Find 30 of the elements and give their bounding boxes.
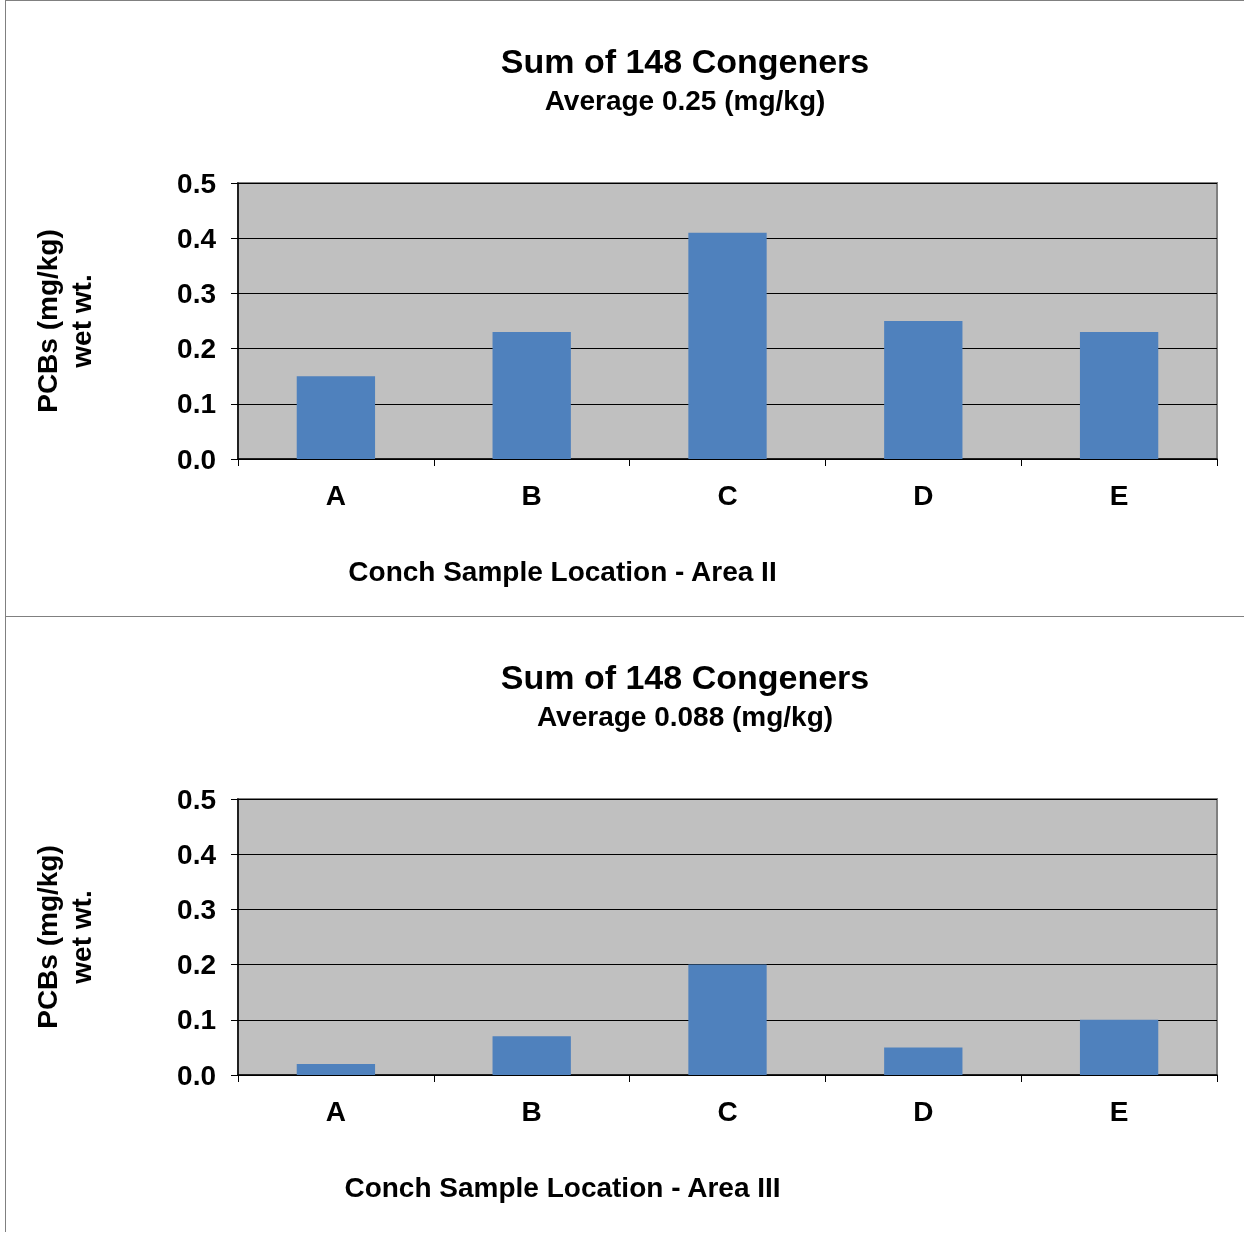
- chart-title: Sum of 148 Congeners: [500, 42, 870, 80]
- y-tick-label: 0.1: [177, 388, 216, 420]
- y-tick-label: 0.4: [177, 222, 217, 254]
- x-tick-label: E: [1109, 479, 1129, 511]
- x-tick-label: C: [717, 1095, 738, 1127]
- y-tick-label: 0.0: [177, 443, 216, 475]
- x-tick-label: E: [1109, 1095, 1129, 1127]
- y-tick-label: 0.1: [177, 1004, 216, 1036]
- x-tick-label: A: [325, 1095, 347, 1127]
- y-tick-label: 0.3: [177, 277, 216, 309]
- y-tick-label: 0.0: [177, 1059, 216, 1091]
- y-axis-title: PCBs (mg/kg) wet wt.: [31, 845, 97, 1029]
- x-tick-label: A: [325, 479, 347, 511]
- chart-subtitle: Average 0.088 (mg/kg): [536, 700, 834, 732]
- chart-title: Sum of 148 Congeners: [500, 658, 870, 696]
- x-tick-label: B: [521, 1095, 542, 1127]
- y-tick-label: 0.4: [177, 838, 217, 870]
- x-tick-label: D: [913, 479, 934, 511]
- y-tick-label: 0.5: [177, 783, 216, 815]
- x-tick-label: C: [717, 479, 738, 511]
- y-tick-label: 0.5: [177, 167, 216, 199]
- x-axis-title: Conch Sample Location - Area II: [348, 555, 777, 587]
- y-tick-label: 0.2: [177, 333, 216, 365]
- y-axis-title: PCBs (mg/kg) wet wt.: [31, 229, 97, 413]
- chart-subtitle: Average 0.25 (mg/kg): [544, 84, 826, 116]
- x-tick-label: B: [521, 479, 542, 511]
- y-tick-label: 0.3: [177, 893, 216, 925]
- x-tick-label: D: [913, 1095, 934, 1127]
- y-tick-label: 0.2: [177, 949, 216, 981]
- x-axis-title: Conch Sample Location - Area III: [344, 1171, 781, 1203]
